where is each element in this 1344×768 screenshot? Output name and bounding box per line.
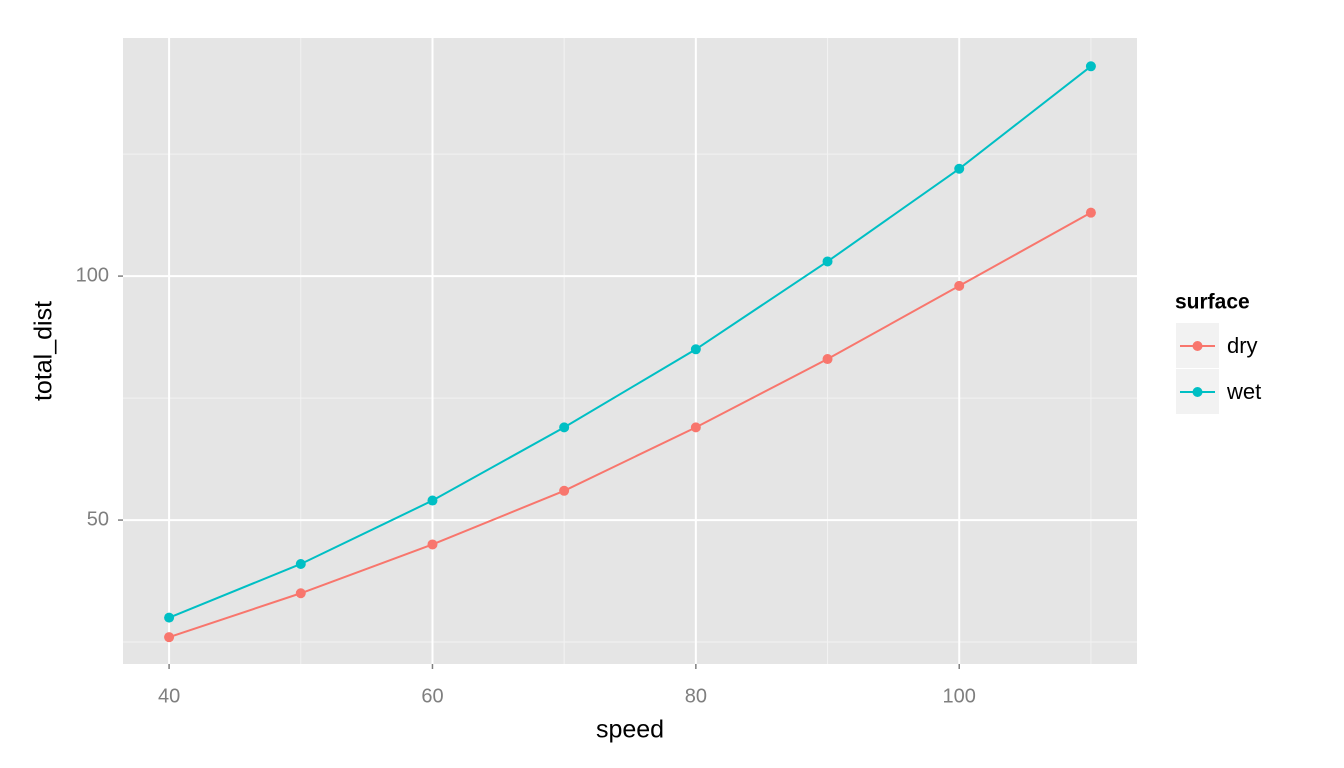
point — [1085, 61, 1096, 72]
marks — [164, 61, 1096, 643]
point — [954, 163, 965, 174]
y-tick-label: 100 — [76, 264, 109, 286]
point — [1085, 207, 1096, 218]
legend: dry wet — [1176, 323, 1261, 414]
legend-label: wet — [1226, 379, 1261, 404]
legend-title: surface — [1175, 291, 1250, 314]
panel — [123, 38, 1137, 664]
point — [559, 422, 570, 433]
x-tick-label: 60 — [421, 685, 443, 707]
point — [559, 485, 570, 496]
y-tick-label: 50 — [87, 508, 109, 530]
point — [690, 344, 701, 355]
point — [295, 588, 306, 599]
legend-label: dry — [1227, 333, 1258, 358]
point — [822, 256, 833, 267]
point — [822, 354, 833, 365]
point — [427, 495, 438, 506]
grid — [118, 38, 1137, 669]
legend-swatch-point — [1192, 387, 1203, 397]
y-axis-title: total_dist — [30, 301, 58, 401]
x-tick-label: 80 — [685, 685, 707, 707]
x-axis-title: speed — [596, 716, 664, 744]
point — [690, 422, 701, 433]
series-line — [168, 65, 1092, 619]
series-line — [168, 211, 1092, 639]
x-tick-label: 100 — [943, 685, 976, 707]
point — [295, 558, 306, 569]
x-tick-label: 40 — [158, 685, 180, 707]
legend-swatch-point — [1192, 341, 1203, 351]
point — [427, 539, 438, 550]
point — [164, 632, 175, 643]
point — [164, 612, 175, 623]
point — [954, 280, 965, 291]
